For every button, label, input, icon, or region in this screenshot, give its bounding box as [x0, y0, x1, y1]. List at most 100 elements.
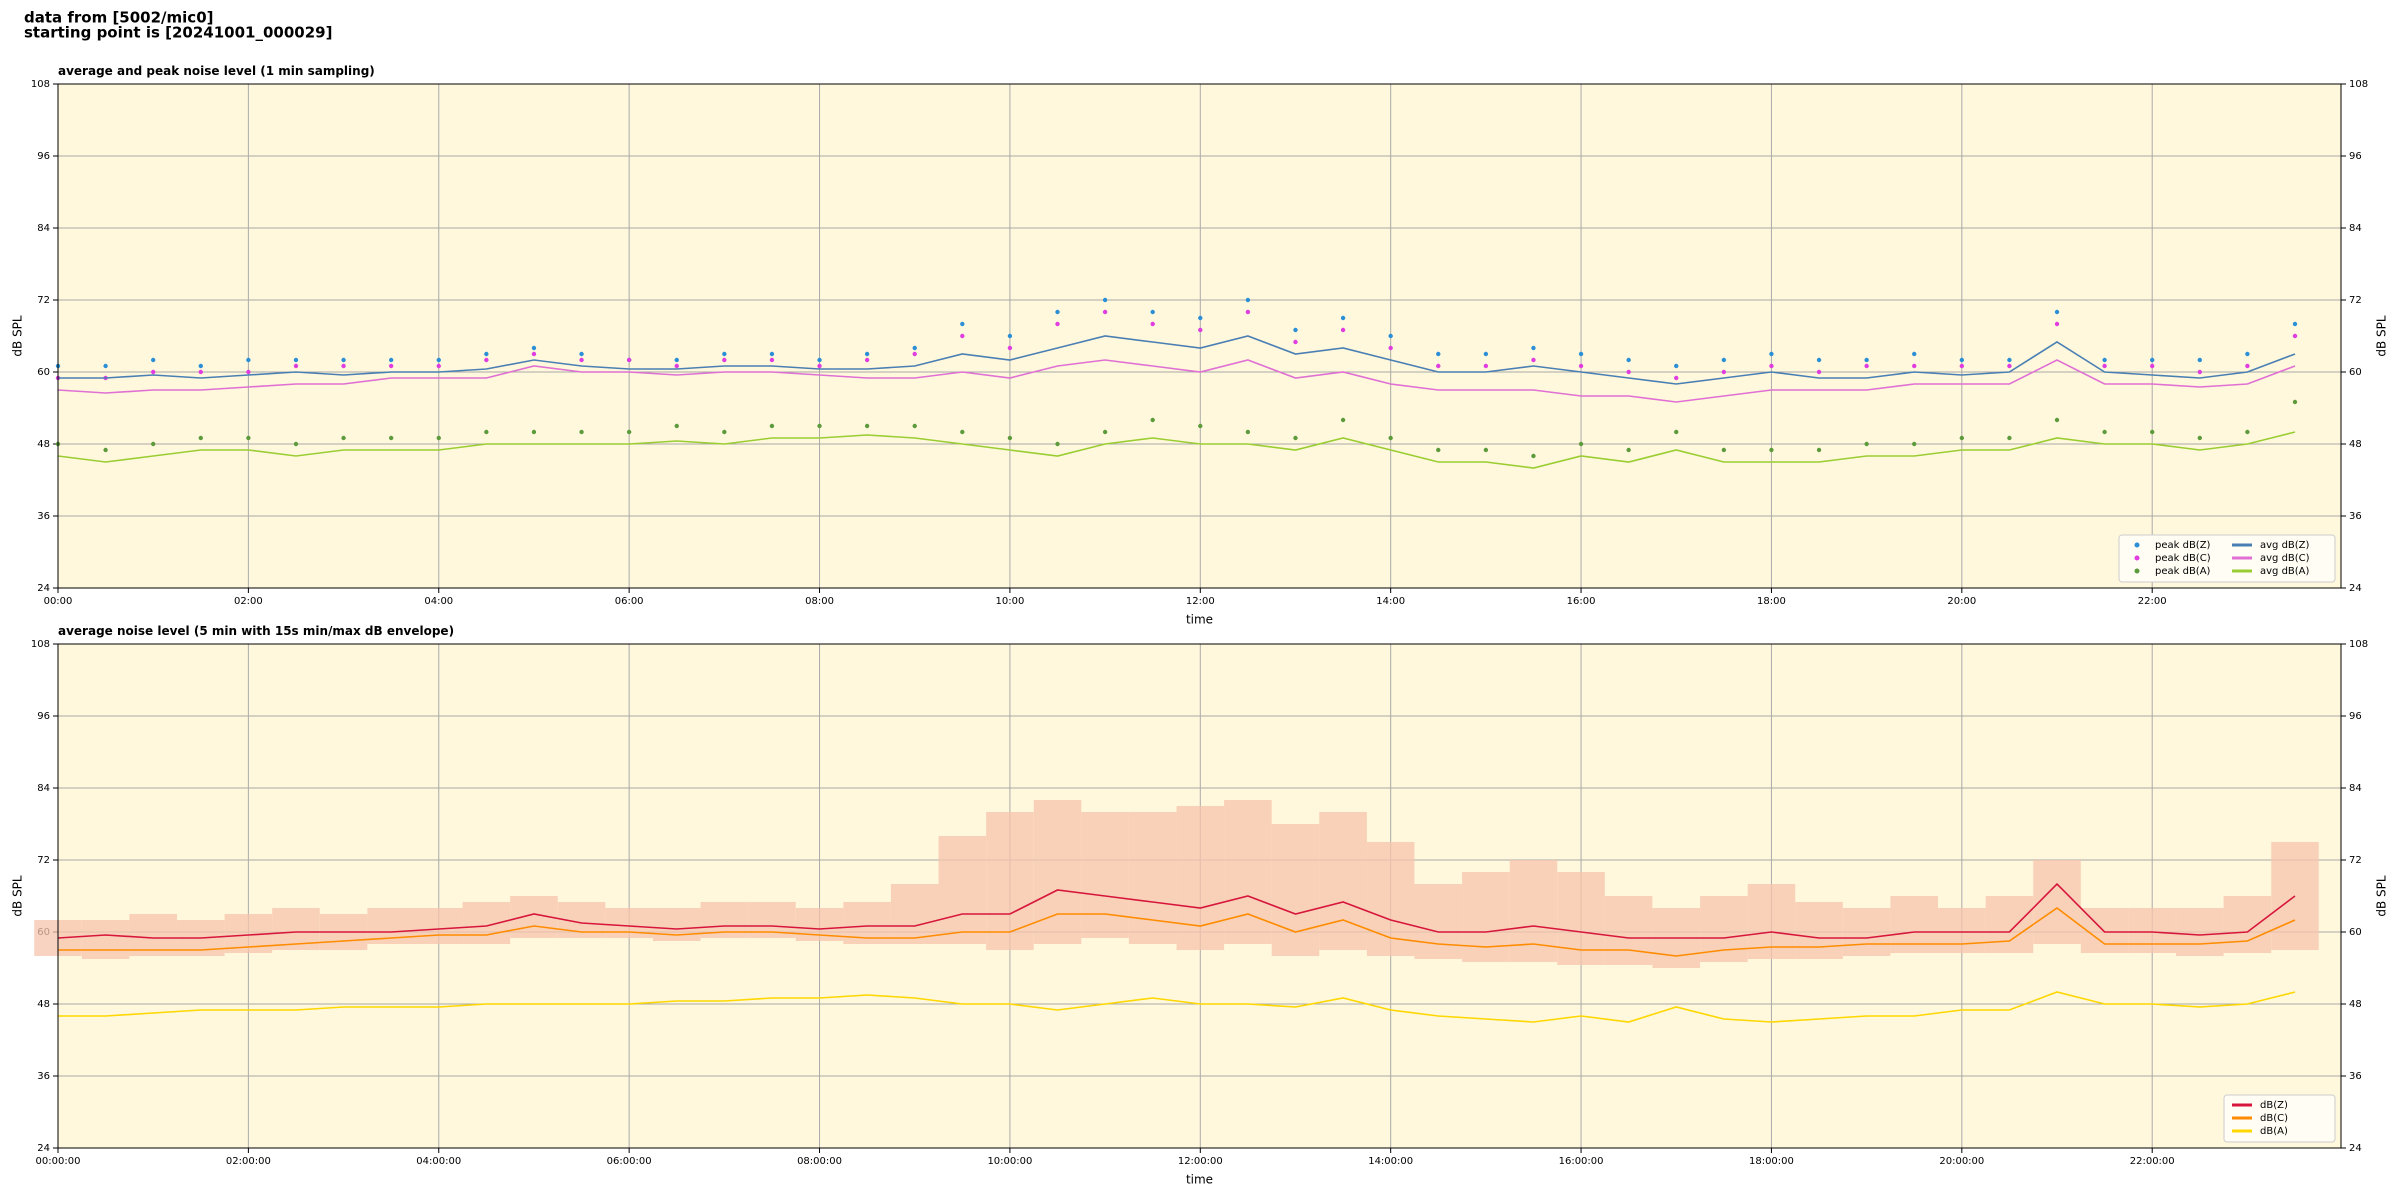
legend-label: avg dB(Z) — [2260, 540, 2310, 551]
y-tick-label-right: 48 — [2349, 999, 2362, 1010]
envelope-band — [2223, 896, 2272, 953]
plot-frame — [57, 83, 2342, 589]
envelope-band — [81, 920, 130, 959]
peak-point — [626, 357, 632, 363]
x-tick-label: 12:00 — [1186, 596, 1215, 607]
peak-point — [1483, 447, 1489, 453]
peak-point — [1864, 357, 1869, 363]
peak-point — [912, 351, 917, 357]
peak-point — [1721, 357, 1727, 363]
peak-point — [2197, 435, 2202, 441]
peak-point — [1007, 333, 1013, 339]
peak-point — [2292, 321, 2298, 327]
peak-point — [1674, 429, 1679, 435]
x-tick-label: 16:00:00 — [1559, 1156, 1604, 1167]
peak-point — [2197, 357, 2202, 363]
peak-point — [864, 351, 870, 357]
x-tick-label: 18:00:00 — [1749, 1156, 1794, 1167]
peak-point — [1531, 453, 1536, 459]
envelope-band — [1842, 908, 1891, 956]
peak-point — [293, 441, 299, 447]
peak-point — [674, 357, 679, 363]
peak-point — [1055, 321, 1060, 327]
y-tick-label-right: 24 — [2349, 583, 2362, 594]
envelope-band — [1700, 896, 1748, 962]
legend-label: avg dB(C) — [2260, 553, 2310, 564]
peak-point — [1578, 363, 1584, 369]
peak-point — [1912, 363, 1917, 369]
peak-point — [1483, 351, 1489, 357]
x-tick-label: 10:00:00 — [987, 1156, 1032, 1167]
x-tick-label: 02:00:00 — [226, 1156, 271, 1167]
peak-point — [1293, 327, 1298, 333]
y-tick-label: 60 — [37, 367, 50, 378]
peak-point — [1007, 435, 1013, 441]
peak-point — [531, 351, 537, 357]
envelope-band — [1366, 842, 1415, 956]
peak-point — [1007, 345, 1013, 351]
y-tick-label: 96 — [37, 151, 50, 162]
legend-label: peak dB(Z) — [2155, 540, 2211, 551]
peak-point — [341, 357, 346, 363]
peak-point — [2292, 333, 2298, 339]
legend-label: peak dB(C) — [2155, 553, 2211, 564]
peak-point — [246, 369, 251, 375]
peak-point — [103, 363, 108, 369]
peak-point — [1531, 345, 1536, 351]
legend-marker — [2134, 568, 2140, 574]
envelope-band — [1938, 908, 1986, 953]
y-tick-label: 84 — [37, 223, 50, 234]
x-tick-label: 10:00 — [995, 596, 1024, 607]
series-line — [57, 431, 2296, 469]
y-tick-label: 48 — [37, 439, 50, 450]
peak-point — [2102, 363, 2107, 369]
peak-point — [1578, 441, 1584, 447]
x-tick-label: 06:00:00 — [607, 1156, 652, 1167]
x-tick-label: 08:00 — [805, 596, 834, 607]
peak-point — [484, 429, 489, 435]
peak-point — [579, 351, 584, 357]
peak-point — [1674, 375, 1679, 381]
envelope-band — [1985, 896, 2034, 953]
peak-point — [1959, 357, 1965, 363]
peak-point — [1102, 297, 1108, 303]
x-tick-label: 08:00:00 — [797, 1156, 842, 1167]
peak-point — [1436, 447, 1441, 453]
peak-point — [2054, 417, 2060, 423]
envelope-band — [890, 884, 939, 944]
peak-point — [2197, 369, 2202, 375]
x-tick-label: 04:00:00 — [416, 1156, 461, 1167]
peak-point — [674, 423, 679, 429]
x-tick-label: 20:00 — [1947, 596, 1976, 607]
peak-point — [769, 351, 775, 357]
x-axis-label: time — [1186, 613, 1213, 627]
peak-point — [1150, 309, 1155, 315]
y-axis-label-right: dB SPL — [2375, 875, 2389, 917]
y-tick-label: 84 — [37, 783, 50, 794]
envelope-band — [414, 908, 463, 944]
peak-point — [1198, 327, 1203, 333]
y-axis-label: dB SPL — [11, 875, 25, 917]
envelope-band — [2033, 860, 2081, 944]
peak-point — [1483, 363, 1489, 369]
panel-title: average noise level (5 min with 15s min/… — [58, 624, 454, 638]
envelope-band — [652, 908, 701, 941]
peak-point — [1912, 351, 1917, 357]
envelope-band — [1033, 800, 1082, 944]
y-tick-label: 36 — [37, 511, 50, 522]
y-tick-label-right: 108 — [2349, 79, 2368, 90]
y-tick-label-right: 48 — [2349, 439, 2362, 450]
y-tick-label: 24 — [37, 583, 50, 594]
peak-point — [2150, 357, 2155, 363]
envelope-band — [1081, 812, 1129, 938]
y-tick-label-right: 36 — [2349, 511, 2362, 522]
x-tick-label: 20:00:00 — [1939, 1156, 1984, 1167]
peak-point — [1245, 297, 1251, 303]
peak-point — [1340, 417, 1346, 423]
series-line — [58, 991, 2296, 1023]
peak-point — [722, 357, 727, 363]
plot-background — [58, 84, 2341, 588]
peak-point — [1578, 351, 1584, 357]
y-axis-label-right: dB SPL — [2375, 315, 2389, 357]
peak-point — [436, 363, 441, 369]
